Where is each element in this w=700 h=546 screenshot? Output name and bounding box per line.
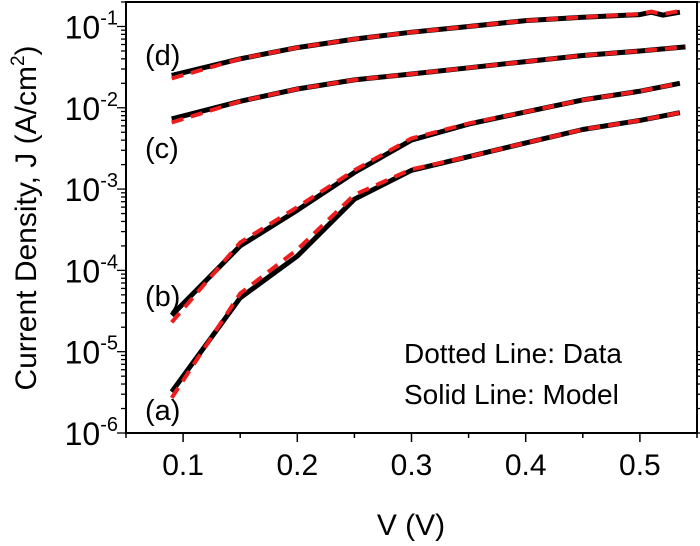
data-line-c (171, 44, 686, 125)
curve-label-a: (a) (145, 395, 180, 427)
x-tick-label: 0.1 (162, 449, 204, 482)
curves (169, 9, 686, 399)
y-tick-label: 10-3 (65, 170, 118, 208)
y-tick-label: 10-1 (65, 7, 118, 45)
y-axis-title-main: Current Density, J (A/cm (10, 66, 43, 391)
x-axis-title: V (V) (377, 509, 445, 542)
x-tick-label: 0.4 (505, 449, 547, 482)
curve-label-c: (c) (145, 133, 179, 165)
x-tick-label: 0.2 (276, 449, 318, 482)
data-line-a (170, 110, 681, 399)
curve-label-b: (b) (145, 281, 180, 313)
x-tick-label: 0.3 (391, 449, 433, 482)
y-tick-label: 10-2 (65, 89, 118, 127)
plot-frame (125, 1, 698, 434)
annotation-model: Solid Line: Model (404, 379, 619, 410)
x-tick-label: 0.5 (619, 449, 661, 482)
data-line-b (170, 81, 681, 324)
y-tick-label: 10-4 (65, 251, 118, 289)
y-axis-title-sup: 2 (8, 55, 29, 66)
model-line-d (171, 9, 681, 78)
y-tick-labels: 10-6 10-5 10-4 10-3 10-2 10-1 (65, 7, 118, 452)
x-tick-labels: 0.1 0.2 0.3 0.4 0.5 (162, 449, 661, 482)
data-line-d (171, 9, 681, 81)
y-tick-label: 10-5 (65, 333, 118, 371)
model-line-b (169, 80, 681, 318)
annotation-data: Dotted Line: Data (404, 338, 622, 369)
y-axis-title: Current Density, J (A/cm2) (8, 45, 43, 390)
curve-label-d: (d) (145, 40, 180, 72)
y-tick-label: 10-6 (65, 414, 118, 452)
y-axis-title-end: ) (10, 45, 43, 55)
